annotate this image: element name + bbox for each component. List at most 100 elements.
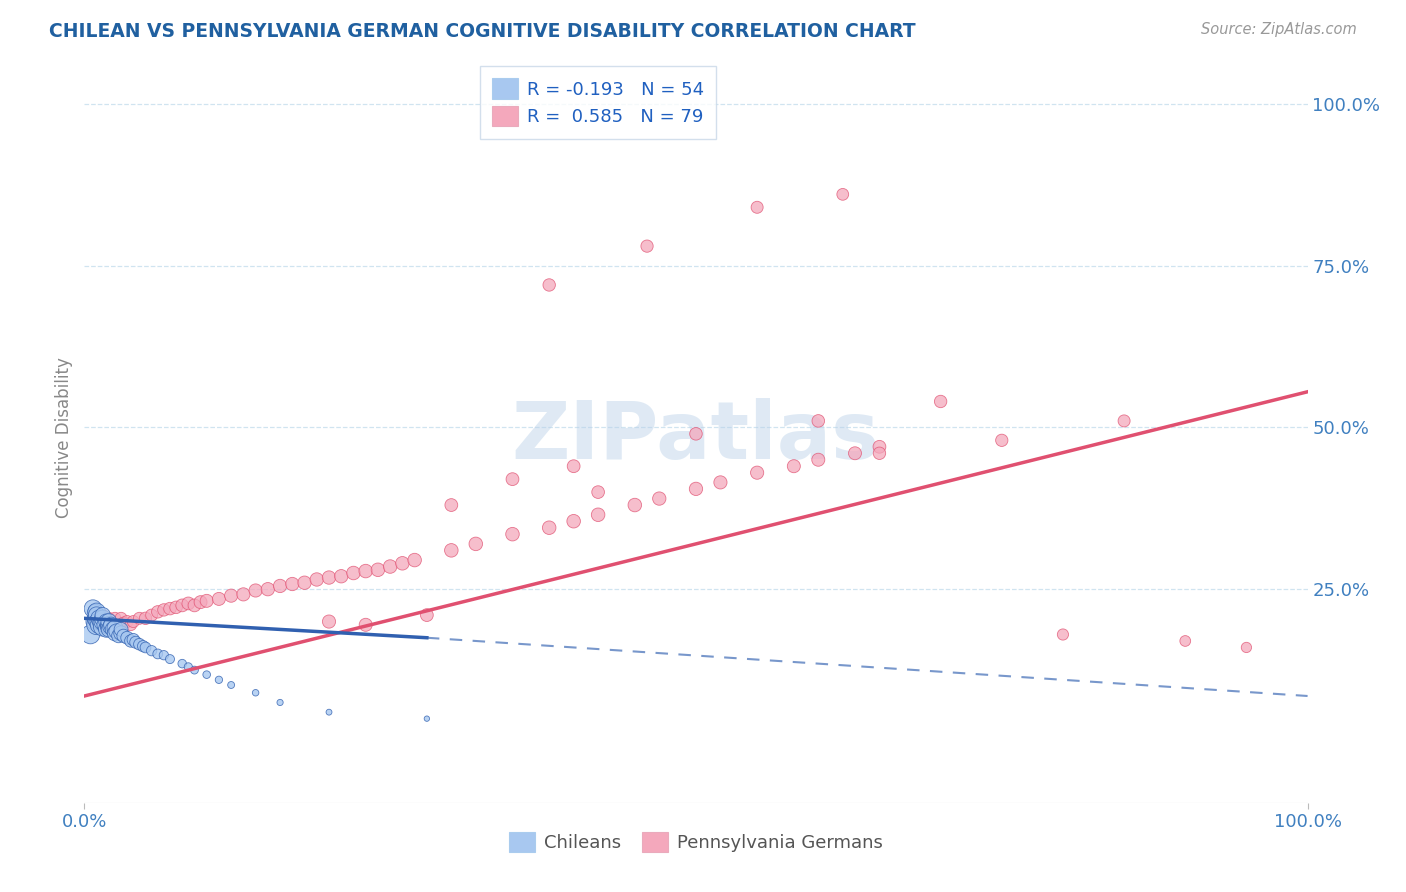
Point <box>86 608 108 623</box>
Point <box>110 623 132 637</box>
Point <box>367 563 389 577</box>
Point <box>502 472 524 486</box>
Point <box>869 446 891 460</box>
Point <box>112 629 135 643</box>
Point <box>104 626 127 640</box>
Point <box>83 615 105 629</box>
Text: Source: ZipAtlas.com: Source: ZipAtlas.com <box>1201 22 1357 37</box>
Point <box>586 485 609 500</box>
Point <box>86 617 108 632</box>
Point <box>685 482 707 496</box>
Point <box>232 587 254 601</box>
Point <box>747 200 769 214</box>
Point <box>416 608 439 623</box>
Point <box>208 591 231 606</box>
Point <box>91 617 114 632</box>
Point <box>219 589 242 603</box>
Point <box>177 596 200 610</box>
Point <box>91 620 114 634</box>
Point <box>135 640 157 655</box>
Point <box>97 615 120 629</box>
Point <box>107 617 129 632</box>
Point <box>96 623 118 637</box>
Point <box>844 446 866 460</box>
Point <box>1174 634 1197 648</box>
Point <box>135 611 157 625</box>
Point <box>97 623 120 637</box>
Point <box>281 577 304 591</box>
Point <box>89 615 111 630</box>
Point <box>97 617 120 632</box>
Point <box>502 527 524 541</box>
Y-axis label: Cognitive Disability: Cognitive Disability <box>55 357 73 517</box>
Point <box>122 632 145 647</box>
Point <box>929 394 952 409</box>
Point <box>104 621 127 635</box>
Point <box>183 599 205 613</box>
Point <box>318 570 340 584</box>
Point <box>128 637 150 651</box>
Point <box>562 459 585 474</box>
Point <box>464 537 486 551</box>
Point <box>122 615 145 629</box>
Point <box>416 712 439 726</box>
Point <box>110 626 132 640</box>
Point <box>404 553 426 567</box>
Point <box>112 615 135 630</box>
Point <box>100 617 122 632</box>
Point <box>190 595 212 609</box>
Point <box>87 611 110 625</box>
Point <box>98 620 121 634</box>
Point <box>159 601 181 615</box>
Point <box>709 475 731 490</box>
Point <box>747 466 769 480</box>
Text: CHILEAN VS PENNSYLVANIA GERMAN COGNITIVE DISABILITY CORRELATION CHART: CHILEAN VS PENNSYLVANIA GERMAN COGNITIVE… <box>49 22 915 41</box>
Point <box>208 673 231 687</box>
Point <box>538 521 561 535</box>
Point <box>869 440 891 454</box>
Point <box>86 615 108 629</box>
Point <box>125 635 148 649</box>
Point <box>245 583 267 598</box>
Point <box>562 514 585 528</box>
Point <box>177 660 200 674</box>
Point <box>146 605 169 619</box>
Point <box>107 629 129 643</box>
Point <box>305 573 328 587</box>
Point <box>84 605 107 619</box>
Point <box>380 559 402 574</box>
Point <box>269 579 291 593</box>
Point <box>440 543 463 558</box>
Point <box>195 594 218 608</box>
Point <box>128 611 150 625</box>
Point <box>172 657 194 671</box>
Point <box>91 611 114 625</box>
Point <box>391 557 413 571</box>
Point <box>91 615 114 629</box>
Point <box>86 611 108 625</box>
Point <box>115 631 138 645</box>
Point <box>318 615 340 629</box>
Point <box>101 623 124 637</box>
Point <box>586 508 609 522</box>
Point <box>86 615 108 629</box>
Point <box>648 491 671 506</box>
Point <box>354 617 377 632</box>
Point <box>96 615 118 629</box>
Point <box>100 617 122 632</box>
Point <box>82 601 104 615</box>
Point <box>91 608 114 623</box>
Point <box>440 498 463 512</box>
Point <box>153 648 176 663</box>
Point <box>120 617 142 632</box>
Point <box>318 705 340 719</box>
Point <box>94 617 117 632</box>
Point <box>83 617 105 632</box>
Point <box>153 603 176 617</box>
Point <box>624 498 647 512</box>
Point <box>991 434 1014 448</box>
Point <box>183 663 205 677</box>
Point <box>1052 627 1074 641</box>
Point <box>172 599 194 613</box>
Point <box>1236 640 1258 655</box>
